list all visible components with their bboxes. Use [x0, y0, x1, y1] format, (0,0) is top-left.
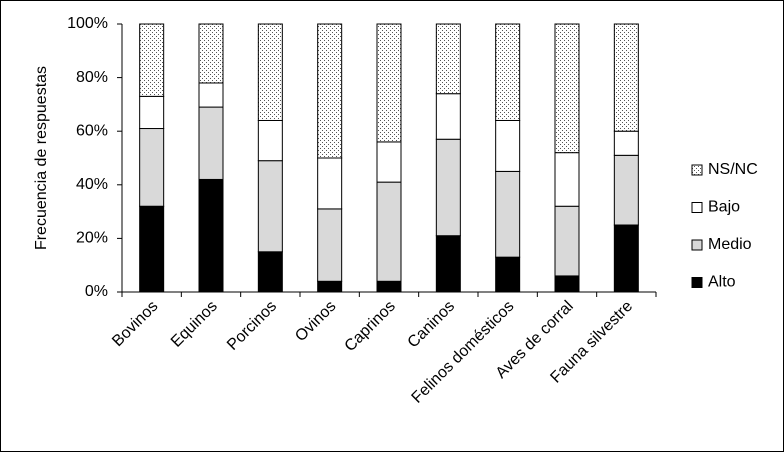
y-tick-label: 0%: [85, 283, 108, 300]
bar-segment: [198, 23, 224, 84]
bar-segment: [495, 256, 521, 293]
bar-segment: [435, 235, 461, 293]
bar-segment: [198, 178, 224, 293]
bar-segment: [317, 280, 343, 293]
legend-label: Alto: [708, 274, 736, 291]
bar-segment: [139, 128, 165, 207]
legend-swatch: [691, 239, 703, 251]
bar-segment: [257, 23, 283, 121]
bar-segment: [376, 23, 402, 143]
legend-swatch: [691, 202, 703, 213]
bar-segment: [554, 152, 580, 207]
bar-segment: [554, 275, 580, 293]
legend-label: Medio: [708, 236, 752, 253]
bar-segment: [257, 119, 283, 162]
bar-segment: [139, 95, 165, 130]
y-tick-label: 80%: [76, 69, 108, 86]
y-tick-label: 60%: [76, 122, 108, 139]
bar-segment: [257, 251, 283, 293]
legend-label: NS/NC: [708, 161, 758, 178]
bar-segment: [435, 138, 461, 237]
bar-segment: [257, 160, 283, 253]
bar-segment: [495, 170, 521, 258]
bar-segment: [435, 93, 461, 140]
y-tick-label: 20%: [76, 230, 108, 247]
legend-swatch: [691, 164, 703, 176]
bar-segment: [376, 141, 402, 183]
bar-segment: [317, 23, 343, 159]
bar-segment: [613, 154, 639, 226]
bar-segment: [139, 23, 165, 97]
legend-swatch: [691, 277, 703, 288]
bar-segment: [435, 23, 461, 95]
y-tick-label: 40%: [76, 176, 108, 193]
bar-segment: [613, 224, 639, 293]
bar-segment: [554, 23, 580, 154]
bar-segment: [376, 280, 402, 293]
bar-segment: [495, 23, 521, 121]
bar-segment: [613, 23, 639, 132]
bar-segment: [376, 181, 402, 282]
bar-segment: [317, 157, 343, 210]
bar-segment: [613, 130, 639, 156]
y-tick-label: 100%: [67, 15, 108, 32]
bar-segment: [198, 82, 224, 108]
bar-segment: [139, 205, 165, 293]
bar-segment: [495, 119, 521, 172]
bar-segment: [317, 208, 343, 282]
legend-label: Bajo: [708, 199, 740, 216]
y-axis-title: Frecuencia de respuestas: [33, 66, 50, 250]
bar-segment: [198, 106, 224, 180]
bar-segment: [554, 205, 580, 277]
